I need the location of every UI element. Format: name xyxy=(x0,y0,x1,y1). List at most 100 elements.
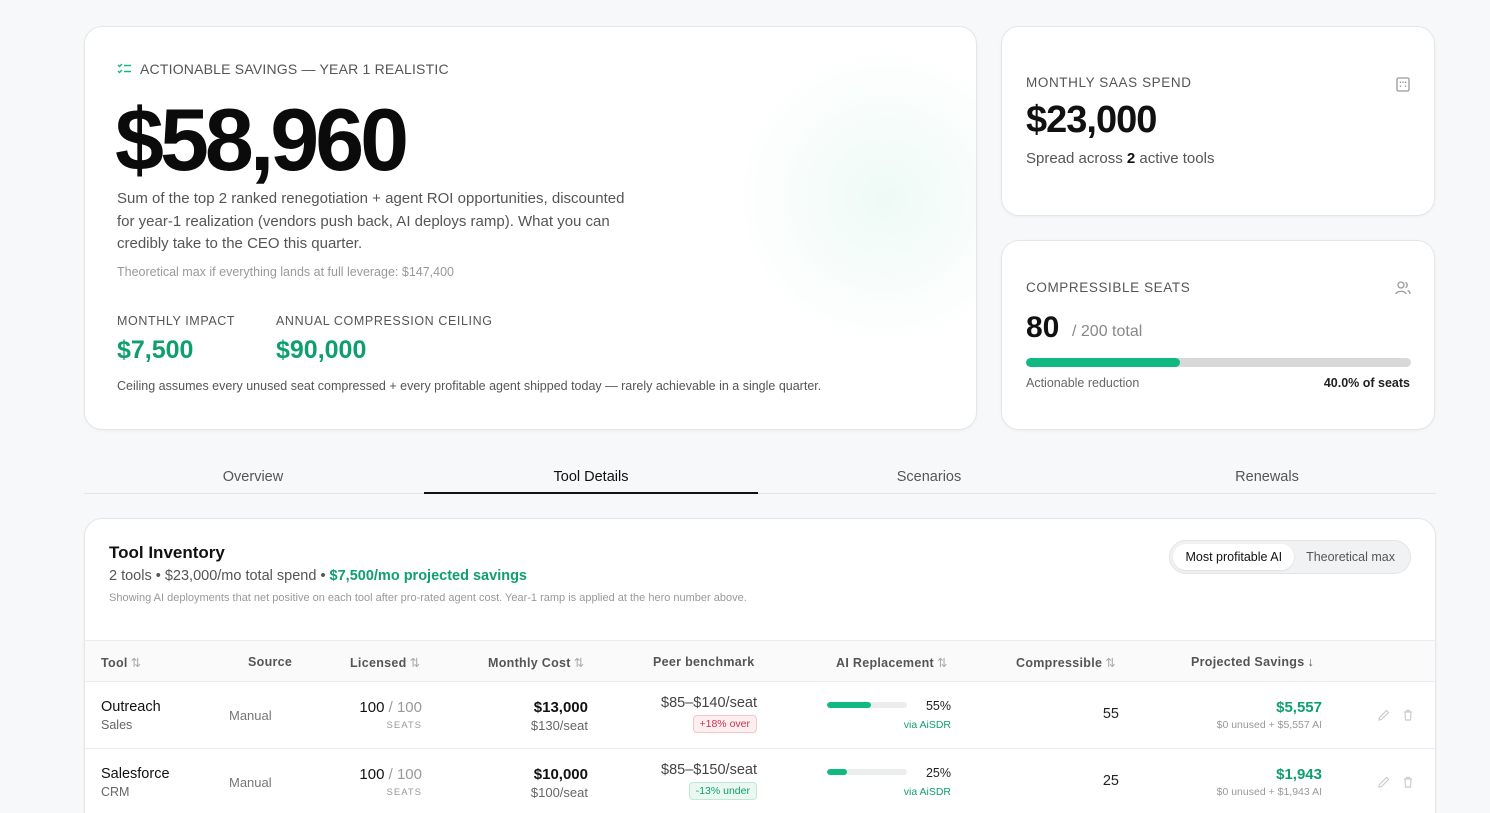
licensed-total: / 100 xyxy=(388,699,422,716)
col-compressible[interactable]: Compressible ⇅ xyxy=(1016,656,1117,670)
edit-icon[interactable] xyxy=(1377,708,1391,722)
ai-cell: 25% via AiSDR xyxy=(904,766,951,798)
tab-bar: Overview Tool Details Scenarios Renewals xyxy=(84,455,1436,494)
hero-footnote: Ceiling assumes every unused seat compre… xyxy=(117,379,822,393)
col-ai-replacement[interactable]: AI Replacement ⇅ xyxy=(836,656,948,670)
tab-tool-details[interactable]: Tool Details xyxy=(422,455,760,494)
table-row[interactable]: Salesforce CRM Manual 100 / 100 SEATS $1… xyxy=(85,749,1435,813)
spend-amount: $23,000 xyxy=(1026,99,1157,141)
compressible-value: 25 xyxy=(1102,773,1119,789)
seats-total: / 200 total xyxy=(1072,323,1143,340)
seats-caption: SEATS xyxy=(386,787,422,798)
source-value: Manual xyxy=(229,708,272,723)
theoretical-max: Theoretical max if everything lands at f… xyxy=(117,265,454,279)
ceiling-metric: ANNUAL COMPRESSION CEILING $90,000 xyxy=(276,314,493,365)
col-licensed[interactable]: Licensed ⇅ xyxy=(350,656,421,670)
col-source: Source xyxy=(248,655,293,669)
sort-icon: ⇅ xyxy=(573,656,585,670)
hero-eyebrow-label: ACTIONABLE SAVINGS — YEAR 1 REALISTIC xyxy=(140,61,449,77)
inventory-summary: 2 tools • $23,000/mo total spend • $7,50… xyxy=(109,568,527,584)
spend-subtitle: Spread across 2 active tools xyxy=(1026,150,1215,167)
ai-percent: 25% xyxy=(925,766,951,780)
licensed-total: / 100 xyxy=(388,766,422,783)
trash-icon[interactable] xyxy=(1401,708,1415,722)
monthly-impact-metric: MONTHLY IMPACT $7,500 xyxy=(117,314,235,365)
tool-name: Salesforce xyxy=(101,766,170,782)
table-row[interactable]: Outreach Sales Manual 100 / 100 SEATS $1… xyxy=(85,682,1435,749)
tab-overview[interactable]: Overview xyxy=(222,469,284,485)
ai-progress-fill xyxy=(827,702,871,708)
seats-caption: SEATS xyxy=(386,720,422,731)
hero-amount: $58,960 xyxy=(115,90,409,189)
peer-badge: -13% under xyxy=(688,782,757,800)
peer-cell: $85–$140/seat +18% over xyxy=(661,695,757,733)
ai-percent: 55% xyxy=(925,699,951,713)
peer-cell: $85–$150/seat -13% under xyxy=(661,762,757,800)
source-value: Manual xyxy=(229,775,272,790)
sort-desc-icon: ↓ xyxy=(1307,655,1315,669)
col-peer-benchmark: Peer benchmark xyxy=(653,655,755,669)
licensed-cell: 100 / 100 SEATS xyxy=(359,699,422,731)
toggle-most-profitable-ai[interactable]: Most profitable AI xyxy=(1173,544,1295,570)
hero-description: Sum of the top 2 ranked renegotiation + … xyxy=(117,190,625,252)
inventory-note: Showing AI deployments that net positive… xyxy=(109,592,747,604)
col-tool[interactable]: Tool ⇅ xyxy=(101,656,142,670)
hero-glow xyxy=(705,47,976,347)
ai-vendor-link: via AiSDR xyxy=(903,786,951,798)
seats-progress-fill xyxy=(1026,358,1180,367)
monthly-impact-value: $7,500 xyxy=(117,336,194,364)
cost-per-seat: $100/seat xyxy=(530,785,588,800)
tool-category: Sales xyxy=(101,718,133,732)
table-header: Tool ⇅ Source Licensed ⇅ Monthly Cost ⇅ Pee… xyxy=(85,640,1435,682)
seats-progress-track xyxy=(1026,358,1411,367)
toggle-theoretical-max[interactable]: Theoretical max xyxy=(1306,550,1395,564)
tool-cell: Salesforce CRM xyxy=(101,766,170,799)
projected-savings: $5,557 xyxy=(1276,699,1322,716)
savings-breakdown: $0 unused + $1,943 AI xyxy=(1216,786,1322,798)
ai-vendor-link: via AiSDR xyxy=(903,719,951,731)
ai-progress-track xyxy=(827,769,907,775)
projected-savings-summary: $7,500/mo projected savings xyxy=(329,568,527,584)
sort-icon: ⇅ xyxy=(936,656,948,670)
tool-name: Outreach xyxy=(101,699,161,715)
edit-icon[interactable] xyxy=(1377,775,1391,789)
tool-cell: Outreach Sales xyxy=(101,699,161,732)
ai-cell: 55% via AiSDR xyxy=(904,699,951,731)
sort-icon: ⇅ xyxy=(130,656,142,670)
peer-range: $85–$140/seat xyxy=(661,695,757,711)
trash-icon[interactable] xyxy=(1401,775,1415,789)
ceiling-value: $90,000 xyxy=(276,336,367,364)
inventory-title: Tool Inventory xyxy=(109,543,225,562)
compressible-value: 55 xyxy=(1102,706,1119,722)
seats-foot-percent: 40.0% of seats xyxy=(1323,376,1410,390)
ceiling-label: ANNUAL COMPRESSION CEILING xyxy=(276,314,493,328)
savings-mode-toggle: Most profitable AI Theoretical max xyxy=(1169,540,1411,574)
hero-card: ACTIONABLE SAVINGS — YEAR 1 REALISTIC $5… xyxy=(84,26,977,430)
cost-cell: $13,000 $130/seat xyxy=(531,699,588,733)
tab-scenarios[interactable]: Scenarios xyxy=(896,469,962,485)
sort-icon: ⇅ xyxy=(409,656,421,670)
spend-label: MONTHLY SAAS SPEND xyxy=(1026,75,1192,90)
seats-foot-label: Actionable reduction xyxy=(1026,376,1140,390)
licensed-cell: 100 / 100 SEATS xyxy=(359,766,422,798)
compressible-seats-card: COMPRESSIBLE SEATS 80 / 200 total Action… xyxy=(1001,240,1435,430)
users-icon xyxy=(1395,281,1411,295)
ai-progress-track xyxy=(827,702,907,708)
monthly-cost: $10,000 xyxy=(533,766,588,783)
peer-range: $85–$150/seat xyxy=(661,762,757,778)
seats-value: 80 xyxy=(1026,311,1060,344)
tab-renewals[interactable]: Renewals xyxy=(1235,469,1299,485)
active-tool-count: 2 xyxy=(1126,150,1136,167)
ai-progress-fill xyxy=(827,769,847,775)
savings-cell: $1,943 $0 unused + $1,943 AI xyxy=(1217,766,1322,798)
licensed-count: 100 xyxy=(359,766,385,783)
building-icon xyxy=(1396,77,1410,92)
sort-icon: ⇅ xyxy=(1105,656,1117,670)
cost-cell: $10,000 $100/seat xyxy=(531,766,588,800)
cost-per-seat: $130/seat xyxy=(530,718,588,733)
col-monthly-cost[interactable]: Monthly Cost ⇅ xyxy=(488,656,585,670)
seats-label: COMPRESSIBLE SEATS xyxy=(1026,280,1191,295)
savings-breakdown: $0 unused + $5,557 AI xyxy=(1216,719,1322,731)
col-projected-savings[interactable]: Projected Savings ↓ xyxy=(1191,655,1315,669)
projected-savings: $1,943 xyxy=(1276,766,1322,783)
